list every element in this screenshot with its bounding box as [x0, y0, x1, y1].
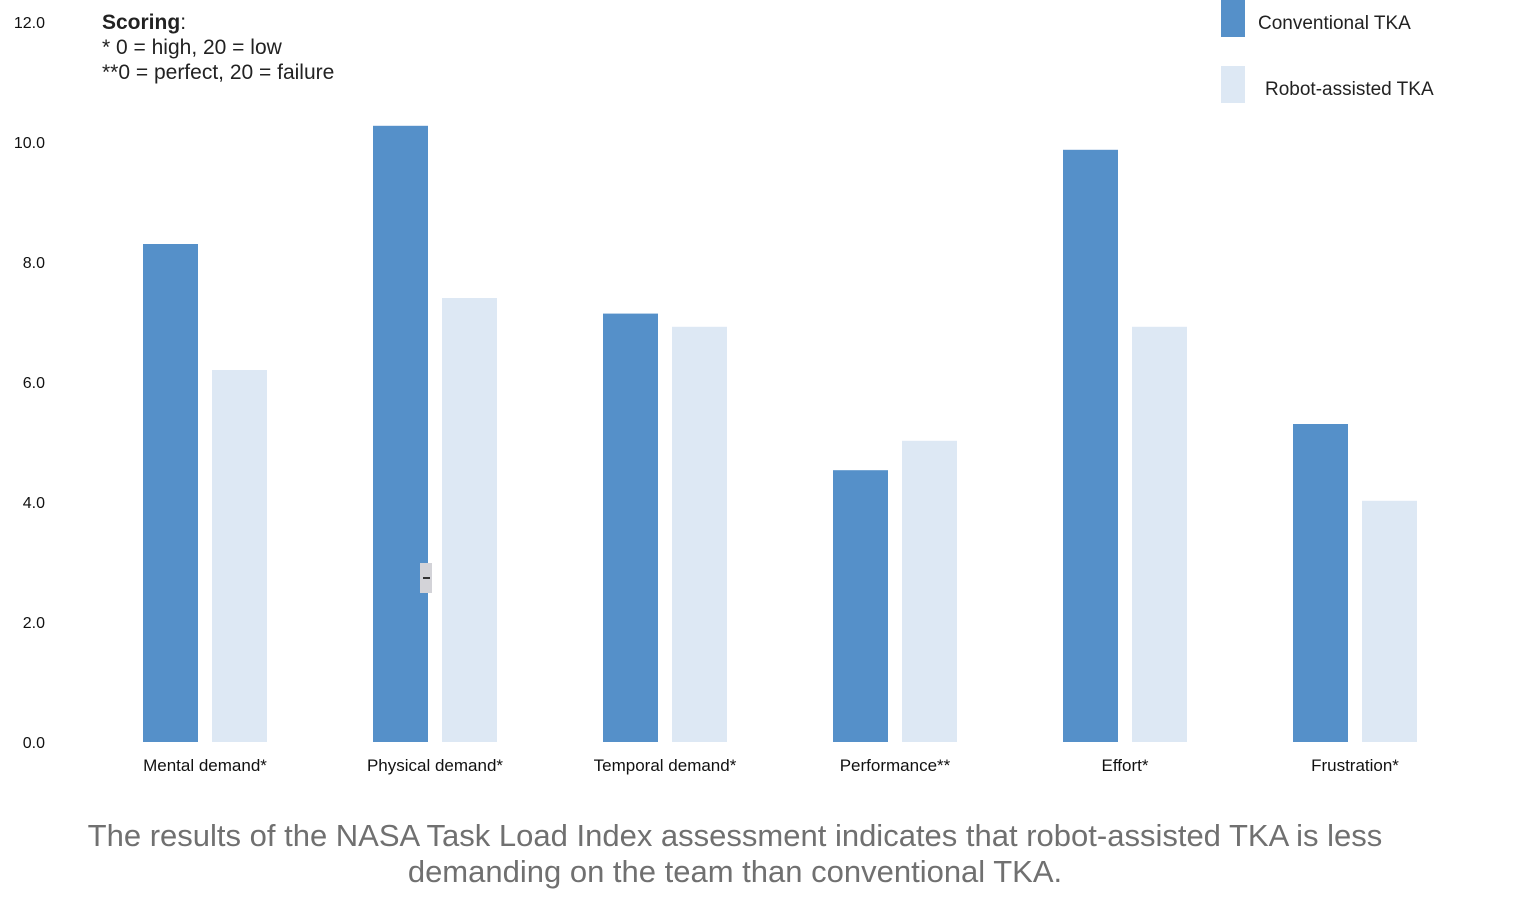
- legend-swatch: [1221, 0, 1245, 37]
- bar-conventional: [603, 313, 658, 742]
- x-tick-label: Performance**: [840, 756, 951, 775]
- x-tick-label: Effort*: [1102, 756, 1149, 775]
- x-tick-label: Frustration*: [1311, 756, 1399, 775]
- scoring-title-line: Scoring:: [102, 10, 334, 35]
- bar-robot-assisted: [672, 326, 727, 742]
- x-axis: Mental demand* Physical demand* Temporal d…: [143, 756, 1399, 775]
- caption-line-1: The results of the NASA Task Load Index …: [87, 818, 1383, 853]
- legend: Conventional TKA Robot-assisted TKA: [1221, 0, 1434, 103]
- chart-caption: The results of the NASA Task Load Index …: [0, 818, 1470, 890]
- x-tick-label: Temporal demand*: [594, 756, 737, 775]
- bar-conventional: [1063, 149, 1118, 743]
- bar-robot-assisted: [1362, 500, 1417, 742]
- bar-conventional: [1293, 424, 1348, 742]
- y-tick-label: 4.0: [23, 495, 45, 512]
- scoring-line-2: **0 = perfect, 20 = failure: [102, 61, 335, 84]
- scoring-title-suffix: :: [180, 11, 187, 34]
- y-axis: 0.0 2.0 4.0 6.0 8.0 10.0 12.0: [14, 15, 45, 752]
- y-tick-label: 0.0: [23, 735, 45, 752]
- bar-robot-assisted: [212, 370, 267, 742]
- bar-robot-assisted: [902, 440, 957, 742]
- x-tick-label: Physical demand*: [367, 756, 503, 775]
- bar-robot-assisted: [1132, 326, 1187, 742]
- bar-robot-assisted: [442, 298, 497, 742]
- scoring-line-1: * 0 = high, 20 = low: [102, 36, 282, 59]
- y-tick-label: 6.0: [23, 375, 45, 392]
- scoring-title: Scoring: [102, 11, 181, 34]
- bars-group: [143, 125, 1417, 743]
- legend-label: Robot-assisted TKA: [1265, 79, 1434, 100]
- bar-conventional: [833, 470, 888, 742]
- caption-line-2: demanding on the team than conventional …: [407, 854, 1063, 889]
- legend-label: Conventional TKA: [1258, 13, 1411, 34]
- legend-swatch: [1221, 66, 1245, 103]
- bar-conventional: [373, 125, 428, 743]
- bar-conventional: [143, 244, 198, 742]
- y-tick-label: 10.0: [14, 135, 45, 152]
- bar-chart: 0.0 2.0 4.0 6.0 8.0 10.0 12.0 Mental demand* Ph…: [14, 0, 1434, 775]
- y-tick-label: 8.0: [23, 255, 45, 272]
- drag-handle-marker[interactable]: [420, 563, 432, 593]
- y-tick-label: 12.0: [14, 15, 45, 32]
- y-tick-label: 2.0: [23, 615, 45, 632]
- x-tick-label: Mental demand*: [143, 756, 267, 775]
- scoring-note: Scoring: * 0 = high, 20 = low **0 = perf…: [102, 10, 334, 85]
